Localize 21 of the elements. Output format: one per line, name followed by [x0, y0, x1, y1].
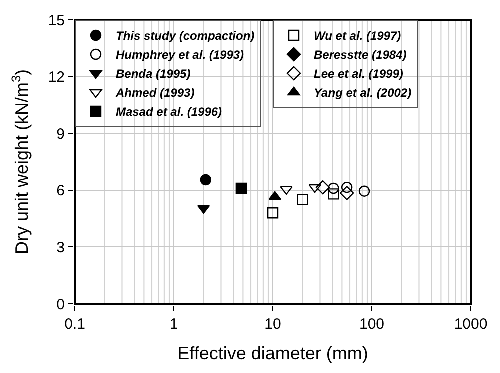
y-tick-label: 12 [48, 69, 65, 86]
x-tick-label: 1000 [454, 316, 488, 333]
legend-label: Masad et al. (1996) [116, 105, 222, 120]
legend-label: Beresstte (1984) [314, 48, 407, 62]
y-tick-label: 15 [48, 12, 65, 30]
x-axis-title: Effective diameter (mm) [178, 344, 368, 364]
legend-label: This study (compaction) [116, 29, 255, 44]
y-tick-label: 0 [56, 296, 65, 314]
legend-label: Benda (1995) [116, 67, 191, 82]
legend-label: Ahmed (1993) [115, 86, 195, 100]
x-tick-label: 100 [359, 316, 385, 333]
x-tick-label: 0.1 [64, 316, 86, 333]
legend-label: Lee et al. (1999) [314, 67, 404, 82]
y-tick-label: 3 [56, 239, 65, 256]
x-tick-label: 10 [264, 316, 282, 333]
legend-label: Wu et al. (1997) [314, 29, 402, 44]
x-tick-label: 1 [170, 316, 178, 333]
y-tick-label: 6 [56, 182, 65, 200]
y-tick-label: 9 [56, 126, 65, 143]
legend-label: Humphrey et al. (1993) [116, 48, 244, 62]
legend-label: Yang et al. (2002) [314, 86, 412, 100]
